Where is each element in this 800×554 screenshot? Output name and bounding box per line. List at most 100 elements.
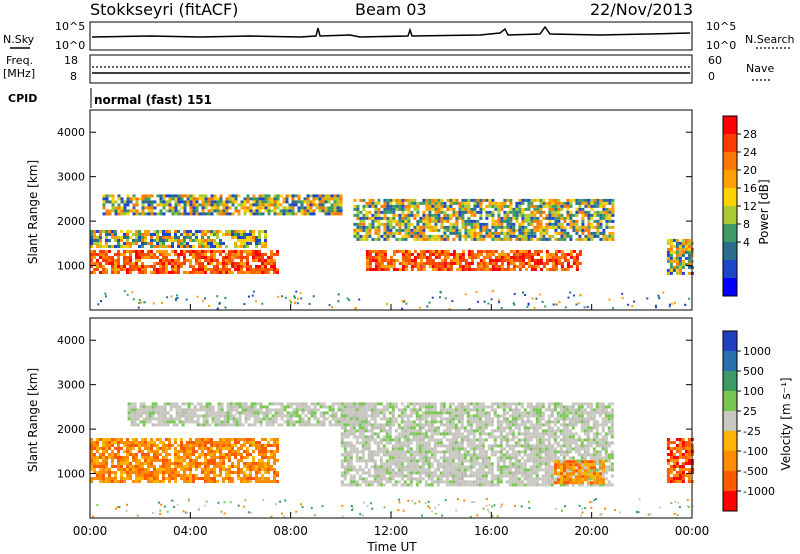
power-cell [500, 201, 504, 205]
velocity-cell [145, 411, 149, 415]
velocity-cell [403, 465, 407, 469]
power-cell [566, 253, 570, 256]
power-cell [123, 236, 126, 239]
velocity-cell [391, 459, 395, 463]
velocity-cell [430, 477, 434, 481]
power-cell [189, 203, 193, 207]
velocity-cell [397, 459, 401, 463]
power-cell [180, 250, 183, 253]
velocity-cell [102, 465, 105, 468]
power-cell [180, 194, 184, 198]
power-cell [210, 253, 213, 256]
velocity-cell [213, 468, 216, 471]
velocity-cell [240, 468, 243, 471]
velocity-cell [343, 468, 347, 472]
velocity-cell [394, 474, 398, 478]
power-cell [599, 237, 603, 241]
power-cell [380, 216, 384, 220]
power-cell [539, 234, 543, 238]
power-cell [386, 265, 390, 268]
power-cell [455, 210, 459, 214]
velocity-cell [376, 402, 380, 406]
power-cell [440, 253, 444, 256]
velocity-cell [421, 441, 425, 445]
power-cell [596, 228, 600, 232]
velocity-cell [472, 483, 476, 487]
velocity-cell [427, 456, 431, 460]
power-cell [443, 234, 447, 238]
power-cell [551, 265, 555, 268]
velocity-cell [355, 483, 359, 487]
velocity-cell [205, 420, 209, 424]
power-cell [440, 201, 444, 205]
power-cell [165, 245, 168, 248]
power-cell [539, 259, 543, 262]
velocity-cell [168, 453, 171, 456]
power-cell [563, 253, 567, 256]
velocity-cell [376, 450, 380, 454]
velocity-cell [370, 438, 374, 442]
power-cell [165, 253, 168, 256]
power-cell [440, 268, 444, 271]
velocity-cell [240, 477, 243, 480]
velocity-cell [478, 402, 482, 406]
power-cell [485, 225, 489, 229]
power-cell [497, 259, 501, 262]
power-cell [174, 212, 178, 216]
power-cell [392, 231, 396, 235]
velocity-cell [96, 474, 99, 477]
velocity-cell [472, 420, 476, 424]
power-cell [246, 239, 249, 242]
power-cell [539, 210, 543, 214]
power-cell [401, 259, 405, 262]
power-cell [687, 265, 691, 269]
velocity-cell [415, 429, 419, 433]
power-cell [156, 250, 159, 253]
power-cell [521, 201, 525, 205]
power-cell [512, 268, 516, 271]
power-cell [678, 268, 682, 272]
velocity-cell [265, 423, 269, 427]
power-cell [566, 231, 570, 235]
velocity-cell [177, 462, 180, 465]
velocity-cell [448, 417, 452, 421]
velocity-cell [415, 483, 419, 487]
velocity-cell [246, 465, 249, 468]
power-cell [401, 198, 405, 202]
velocity-cell [210, 480, 213, 483]
velocity-cell [189, 477, 192, 480]
velocity-cell [412, 402, 416, 406]
power-cell [461, 268, 465, 271]
velocity-cell [358, 477, 362, 481]
power-speckle [331, 306, 333, 309]
velocity-cell [319, 423, 323, 427]
velocity-cell [445, 468, 449, 472]
power-cell [485, 253, 489, 256]
power-colorbar-segment [723, 224, 737, 243]
power-cell [246, 253, 249, 256]
power-cell [672, 265, 676, 269]
power-cell [666, 250, 670, 254]
power-cell [533, 265, 537, 268]
power-cell [359, 222, 363, 226]
velocity-cell [355, 447, 359, 451]
power-cell [198, 262, 201, 265]
power-cell [524, 219, 528, 223]
power-cell [309, 200, 313, 204]
power-cell [195, 203, 199, 207]
power-cell [365, 265, 369, 268]
velocity-cell [385, 462, 389, 466]
velocity-cell [478, 435, 482, 439]
velocity-cell [403, 459, 407, 463]
velocity-cell [213, 474, 216, 477]
power-cell [123, 253, 126, 256]
power-cell [515, 213, 519, 217]
power-cell [126, 236, 129, 239]
power-cell [225, 203, 229, 207]
velocity-cell [237, 459, 240, 462]
power-cell [207, 250, 210, 253]
velocity-cell [448, 456, 452, 460]
power-cell [129, 265, 132, 268]
velocity-cell [466, 420, 470, 424]
velocity-cell [316, 402, 320, 406]
